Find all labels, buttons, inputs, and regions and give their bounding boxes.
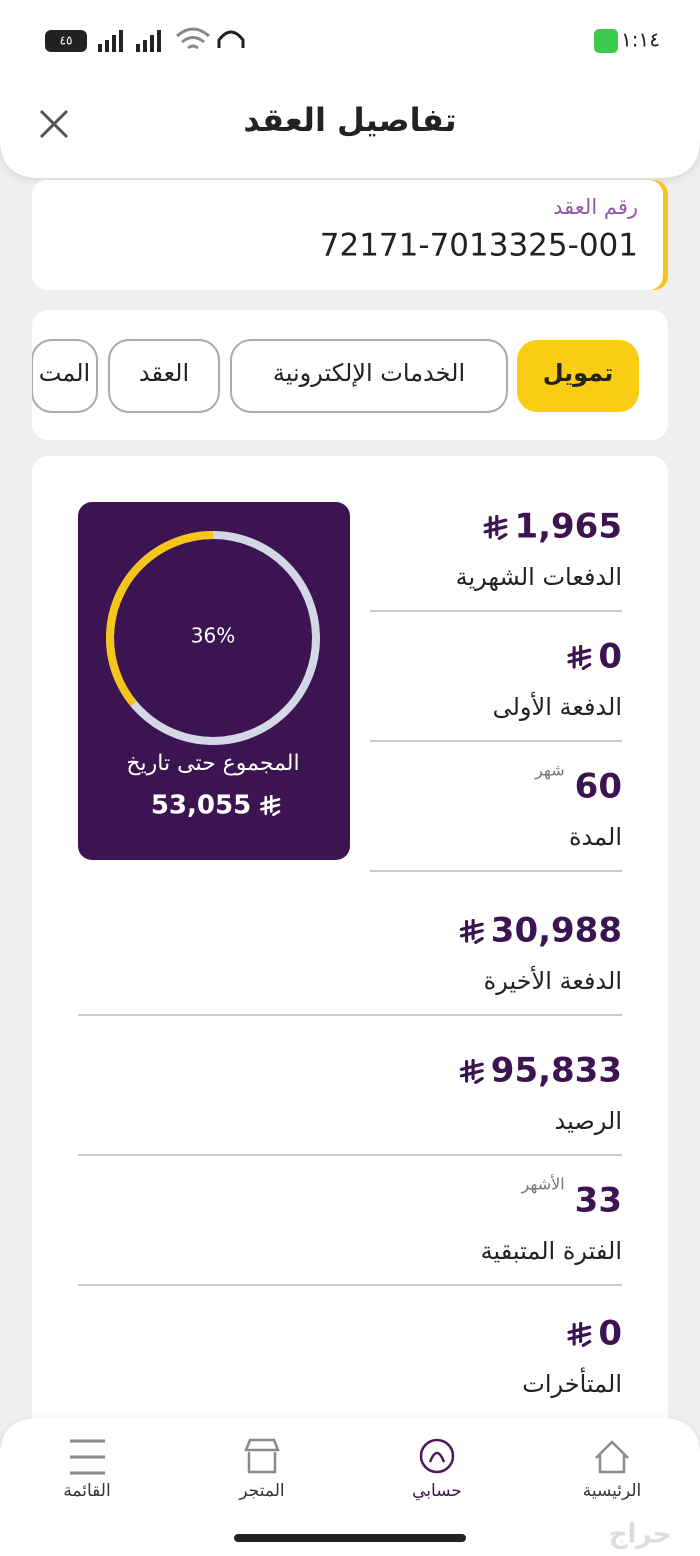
nav-label[interactable]: القائمة (63, 1481, 110, 1501)
store-icon[interactable] (244, 1438, 280, 1474)
home-indicator (234, 1534, 466, 1542)
row-label: الرصيد (555, 1107, 622, 1135)
bottom-nav (0, 1418, 700, 1556)
tab-label: العقد (139, 359, 189, 387)
row-unit: شهر (534, 761, 565, 781)
tab-label: الخدمات الإلكترونية (273, 359, 465, 387)
summary-card (78, 502, 350, 860)
rows: 1,965 الدفعات الشهرية 0 الدفعة الأولى 60 شهر ا… (78, 507, 622, 1398)
progress-arc (106, 531, 320, 745)
row-value: 0 (598, 637, 622, 677)
row-unit: الأشهر (520, 1174, 564, 1195)
wifi (176, 27, 210, 50)
row-value: 33 (575, 1181, 622, 1221)
row-label: الدفعات الشهرية (456, 563, 622, 591)
menu-icon[interactable] (70, 1439, 105, 1475)
header-title: تفاصيل العقد (243, 101, 456, 139)
nav-labels: الرئيسية حسابي المتجر القائمة (63, 1481, 641, 1501)
row-label: الفترة المتبقية (481, 1237, 622, 1265)
contract-number: 72171-7013325-001 (320, 228, 638, 264)
row-value: 95,833 (491, 1051, 622, 1091)
battery-level: ٤٥ (60, 34, 73, 48)
tab-label: تمويل (543, 359, 614, 387)
row-label: الدفعة الأولى (493, 692, 622, 721)
nav-label[interactable]: حسابي (412, 1481, 462, 1501)
header (0, 0, 700, 178)
nav-label[interactable]: المتجر (238, 1481, 284, 1501)
progress-label: 36% (191, 624, 235, 648)
row-value: 30,988 (491, 911, 622, 951)
account-icon[interactable] (419, 1438, 455, 1474)
tab[interactable] (108, 339, 220, 413)
headphones (217, 30, 245, 48)
tab[interactable] (32, 339, 98, 413)
status-time: ١:١٤ (621, 28, 660, 52)
tab[interactable] (230, 339, 508, 413)
row-value: 0 (598, 1314, 622, 1354)
tab-label: المت (39, 359, 90, 387)
contract-label: رقم العقد (553, 195, 638, 220)
call-icon (594, 29, 618, 53)
tab[interactable] (517, 340, 639, 412)
account-icon-inner (428, 1451, 446, 1463)
home-icon[interactable] (595, 1440, 629, 1474)
row-label: المدة (569, 823, 622, 851)
contract-card (32, 180, 663, 290)
row-value: 60 (575, 767, 622, 807)
watermark: حراج (609, 1520, 672, 1550)
row-label: الدفعة الأخيرة (484, 966, 622, 995)
row-label: المتأخرات (522, 1367, 622, 1398)
signal (98, 30, 161, 52)
tabs: تمويل الخدمات الإلكترونية العقد المت (32, 339, 639, 413)
summary-amount: 53,055 (151, 791, 251, 821)
summary-caption: المجموع حتى تاريخ (126, 751, 299, 776)
battery (45, 30, 87, 52)
close-button[interactable] (39, 109, 69, 139)
row-value: 1,965 (514, 507, 622, 547)
nav-label[interactable]: الرئيسية (583, 1481, 642, 1501)
